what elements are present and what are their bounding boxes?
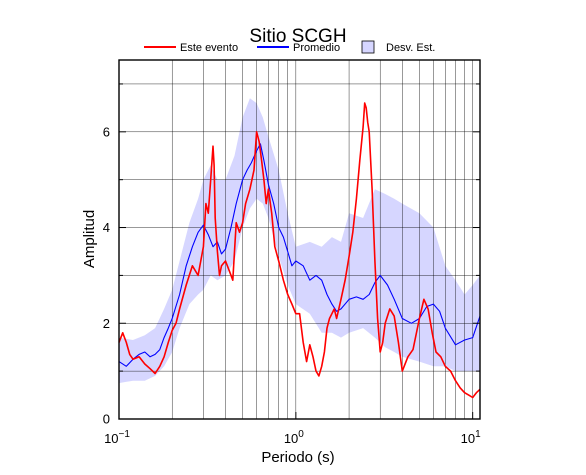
series-layer [118, 102, 481, 399]
series-este-evento-line [118, 102, 481, 399]
y-tick-label: 6 [103, 124, 110, 139]
plot-frame [118, 59, 481, 420]
x-tick-label: 101 [461, 429, 481, 446]
std-band [119, 98, 480, 384]
chart-title: Sitio SCGH [249, 26, 346, 47]
y-tick-label: 2 [103, 316, 110, 331]
x-tick-label: 10−1 [104, 429, 130, 446]
legend-desv-est-swatch [361, 40, 375, 54]
axes-layer: 0 2 4 6 10−1 100 101 [103, 59, 481, 446]
y-axis-label: Amplitud [81, 210, 98, 268]
y-tick-label: 4 [103, 220, 110, 235]
legend-promedio-label: Promedio [293, 42, 340, 54]
x-tick-label: 100 [284, 429, 304, 446]
grid-layer [118, 60, 480, 419]
legend-este-evento-label: Este evento [180, 42, 238, 54]
series-promedio-line [118, 143, 481, 367]
legend-desv-est-label: Desv. Est. [386, 42, 435, 54]
band-layer [119, 98, 480, 384]
y-tick-label: 0 [103, 412, 110, 427]
legend: Este evento Promedio Desv. Est. [144, 40, 435, 54]
x-axis-label: Periodo (s) [261, 449, 334, 466]
